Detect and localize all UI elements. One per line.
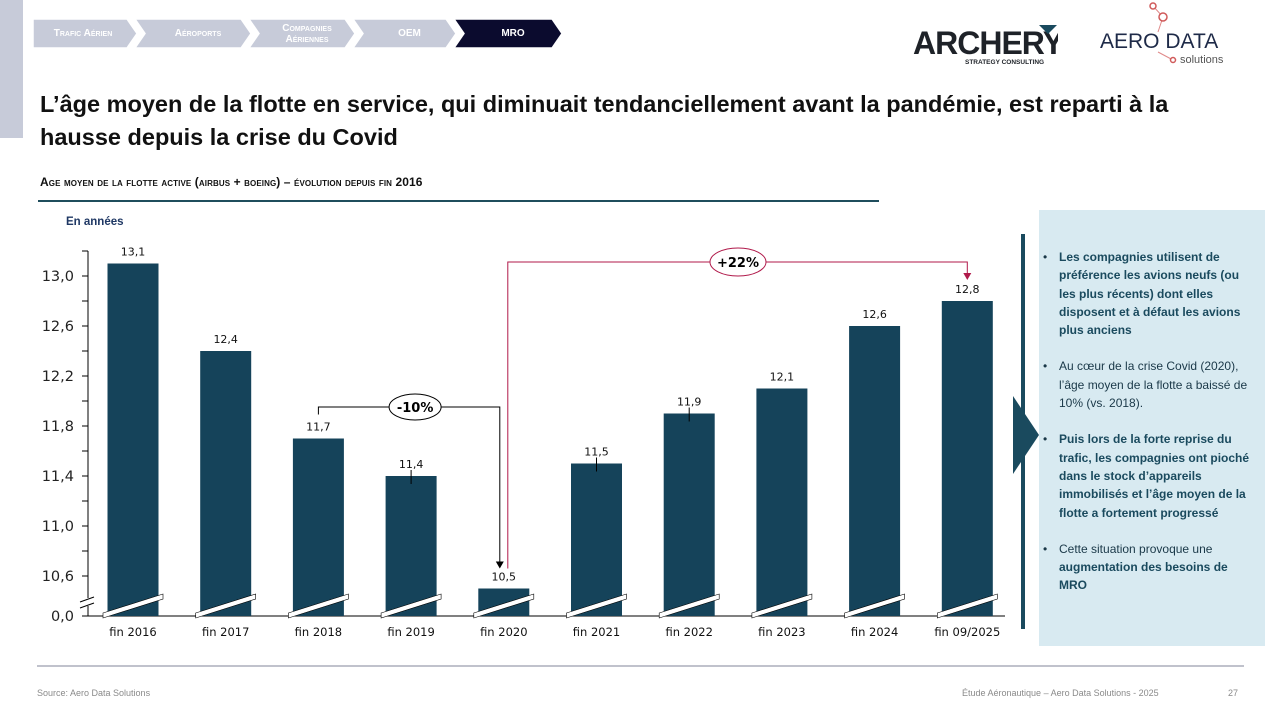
increase-badge-label: +22%: [717, 256, 759, 271]
bar-value-label: 12,8: [955, 283, 980, 296]
x-category-label: fin 2024: [851, 625, 898, 639]
nav-step-label: OEM: [398, 28, 421, 39]
insight-bullet: Puis lors de la forte reprise du trafic,…: [1043, 430, 1255, 521]
page-title: L’âge moyen de la flotte en service, qui…: [40, 91, 1169, 150]
key-insights-panel: Les compagnies utilisent de préférence l…: [1039, 210, 1265, 646]
bar[interactable]: [663, 413, 715, 617]
insights-list: Les compagnies utilisent de préférence l…: [1039, 210, 1265, 595]
nav-step-label: Trafic Aérien: [53, 28, 113, 39]
nav-step-label: Compagnies Aériennes: [282, 22, 332, 45]
chevron-right-icon: [1013, 396, 1039, 474]
archery-logo-tagline: STRATEGY CONSULTING: [965, 59, 1044, 66]
arrow-down-icon: [495, 561, 504, 569]
y-tick-label: 11,8: [42, 419, 74, 435]
bar-value-label: 11,4: [399, 458, 424, 471]
y-tick-label: 11,0: [42, 519, 74, 535]
bar-value-label: 11,9: [677, 396, 702, 409]
x-category-label: fin 2020: [480, 625, 527, 639]
insight-bullet: Cette situation provoque une augmentatio…: [1043, 540, 1255, 595]
subtitle-divider: [38, 200, 879, 202]
archery-logo-text: ARCHERY: [913, 25, 1058, 61]
aero-data-logo: AERO DATA solutions: [1098, 2, 1238, 68]
axis-break-mark: [79, 602, 95, 609]
decrease-badge: [388, 393, 442, 421]
left-accent-band: [0, 0, 23, 138]
y-tick-label: 12,2: [42, 369, 74, 385]
x-category-label: fin 2019: [387, 625, 434, 639]
chart-subtitle: Age moyen de la flotte active (airbus + …: [40, 175, 423, 189]
page-number: 27: [1228, 688, 1239, 698]
nav-step-label: Aéroports: [174, 28, 222, 39]
insight-bullet: Au cœur de la crise Covid (2020), l’âge …: [1043, 357, 1255, 412]
bar-break-mark: [658, 593, 720, 619]
archery-logo: ARCHERY STRATEGY CONSULTING: [913, 24, 1065, 66]
nav-step-mro[interactable]: MRO: [454, 19, 562, 48]
y-tick-label: 13,0: [42, 269, 74, 285]
bar[interactable]: [849, 326, 901, 616]
x-category-label: fin 2017: [202, 625, 249, 639]
bar-value-label: 11,7: [306, 421, 331, 434]
bar-break-mark: [936, 593, 998, 619]
bar-break-mark: [844, 593, 905, 619]
bar[interactable]: [200, 351, 252, 616]
increase-badge: [709, 247, 767, 277]
y-tick-label: 11,4: [42, 469, 74, 485]
aero-logo-tagline: solutions: [1180, 54, 1224, 66]
insight-text: Au cœur de la crise Covid (2020), l’âge …: [1059, 359, 1248, 411]
nav-step-oem[interactable]: OEM: [353, 19, 456, 48]
x-category-label: fin 2022: [665, 625, 712, 639]
bar[interactable]: [385, 476, 437, 616]
footer-source: Source: Aero Data Solutions: [37, 688, 151, 698]
bar-break-mark: [102, 593, 164, 619]
bar[interactable]: [571, 463, 622, 617]
x-category-label: fin 2016: [109, 625, 156, 639]
logo-node-icon: [1149, 2, 1157, 10]
insight-text: Cette situation provoque une: [1059, 541, 1213, 556]
bar[interactable]: [292, 438, 344, 617]
bar-break-mark: [288, 593, 349, 619]
bar-break-mark: [380, 593, 442, 619]
aero-logo-text: AERO DATA: [1100, 30, 1218, 53]
bar-chart: 0,0 10,6 11,0 11,4 11,8 12,2 12,6 13,0 13,1 fin 2…: [42, 246, 1005, 639]
bar-break-mark: [751, 593, 813, 619]
bar[interactable]: [756, 388, 808, 617]
insight-text: Les compagnies utilisent de préférence l…: [1059, 250, 1241, 338]
bar-value-label: 11,5: [584, 446, 609, 459]
bar-break-mark: [473, 593, 535, 619]
x-category-label: fin 09/2025: [934, 625, 1000, 639]
y-tick-label: 12,6: [42, 319, 74, 335]
nav-step-a-roports[interactable]: Aéroports: [135, 19, 251, 48]
insight-text: Puis lors de la forte reprise du trafic,…: [1059, 432, 1250, 520]
decrease-badge-label: -10%: [397, 401, 434, 416]
bar-break-mark: [566, 593, 627, 619]
logo-node-icon: [1158, 12, 1168, 22]
x-category-label: fin 2021: [573, 625, 620, 639]
bar-value-label: 12,6: [862, 308, 887, 321]
archery-logo-triangle: [1039, 25, 1057, 34]
unit-label: En années: [66, 216, 124, 228]
x-category-label: fin 2023: [758, 625, 805, 639]
insight-text: augmentation des besoins de MRO: [1059, 560, 1228, 593]
bar[interactable]: [107, 263, 159, 617]
insight-bullet: Les compagnies utilisent de préférence l…: [1043, 248, 1255, 339]
bar-value-label: 12,1: [770, 371, 795, 384]
bar[interactable]: [941, 301, 993, 616]
logo-node-icon: [1169, 56, 1177, 64]
y-tick-label: 10,6: [42, 569, 74, 585]
x-category-label: fin 2018: [295, 625, 342, 639]
axis-break-mark: [79, 596, 95, 603]
nav-step-trafic-a-rien[interactable]: Trafic Aérien: [33, 19, 137, 48]
bar-value-label: 10,5: [492, 571, 517, 584]
bar-break-mark: [195, 593, 256, 619]
footer-study-title: Étude Aéronautique – Aero Data Solutions…: [962, 688, 1159, 698]
arrow-down-icon: [963, 273, 972, 280]
nav-step-compagnies-a-riennes[interactable]: Compagnies Aériennes: [249, 19, 355, 48]
nav-step-label: MRO: [501, 28, 525, 39]
bar-value-label: 13,1: [121, 246, 146, 259]
bar-value-label: 12,4: [213, 333, 238, 346]
footer-divider: [37, 665, 1244, 667]
y-tick-label: 0,0: [51, 609, 74, 625]
